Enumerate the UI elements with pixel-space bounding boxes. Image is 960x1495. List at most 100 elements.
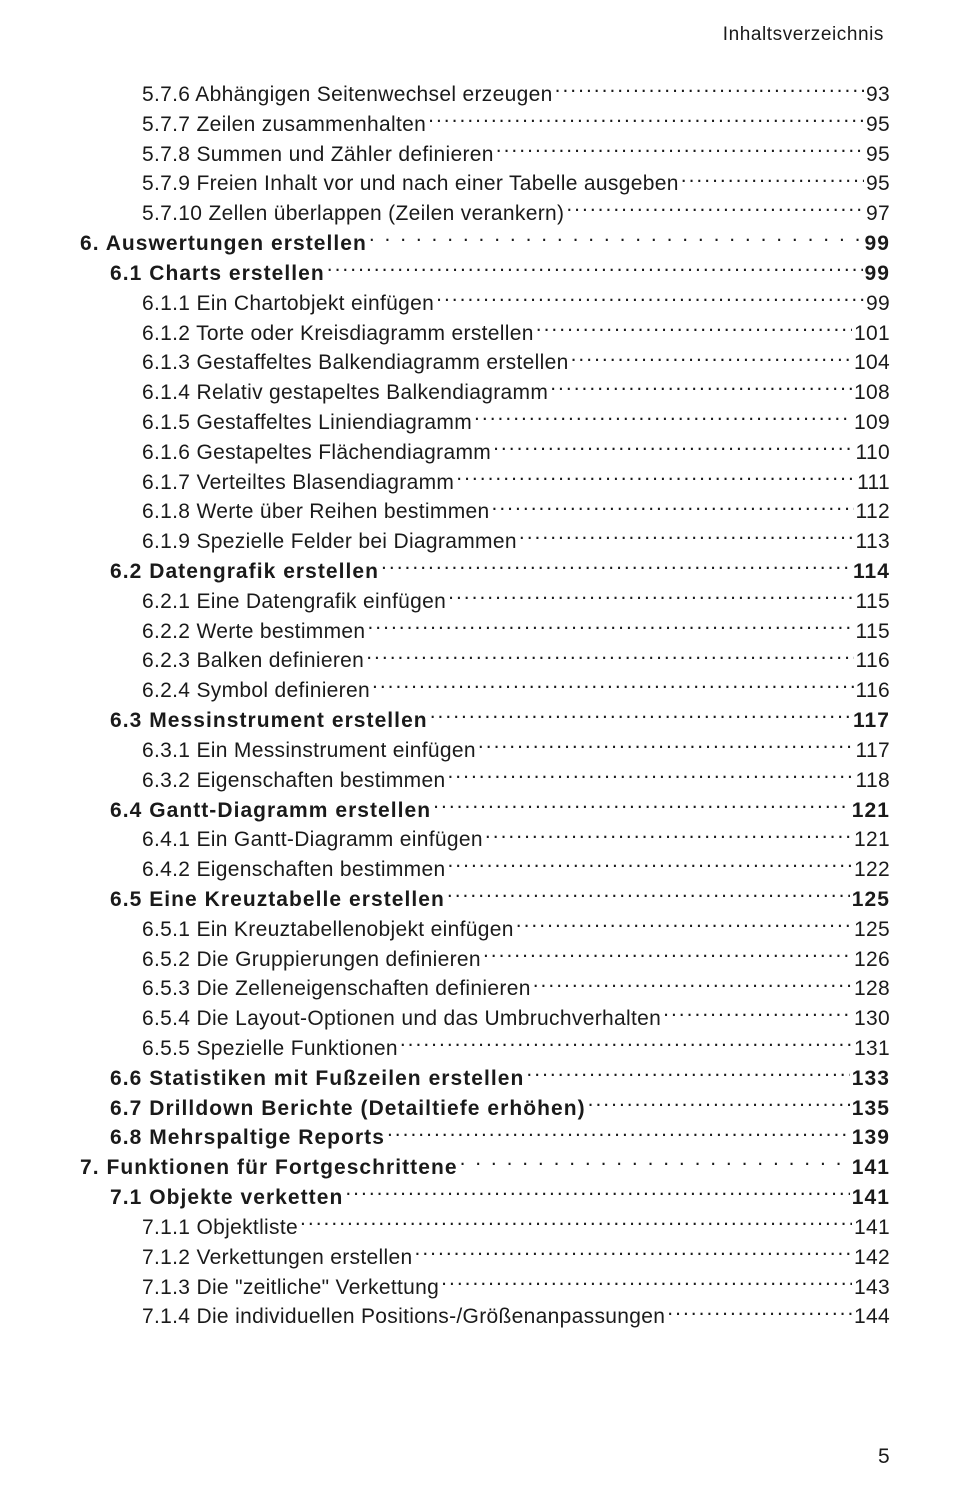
toc-row: 7.1.2 Verkettungen erstellen142 <box>80 1243 890 1273</box>
toc-entry-page: 135 <box>850 1094 890 1124</box>
dot-leader <box>433 796 850 817</box>
toc-entry-page: 122 <box>852 855 890 885</box>
toc-entry-label: 6.1.2 Torte oder Kreisdiagramm erstellen <box>142 319 536 349</box>
toc-entry-page: 112 <box>854 497 890 527</box>
dot-leader <box>381 557 851 578</box>
dot-leader <box>345 1183 849 1204</box>
toc-entry-label: 6.1.8 Werte über Reihen bestimmen <box>142 497 492 527</box>
toc-entry-label: 5.7.10 Zellen überlappen (Zeilen veranke… <box>142 199 566 229</box>
toc-entry-label: 7. Funktionen für Fortgeschrittene <box>80 1153 460 1183</box>
toc-entry-label: 6.1.9 Spezielle Felder bei Diagrammen <box>142 527 519 557</box>
toc-entry-page: 117 <box>851 706 890 736</box>
toc-row: 7.1.4 Die individuellen Positions-/Größe… <box>80 1302 890 1332</box>
dot-leader <box>428 110 864 131</box>
toc-entry-page: 141 <box>850 1183 890 1213</box>
dot-leader <box>588 1094 850 1115</box>
dot-leader <box>447 766 853 787</box>
toc-entry-page: 116 <box>854 646 890 676</box>
dot-leader <box>447 885 850 906</box>
toc-row: 6.1.6 Gestapeltes Flächendiagramm110 <box>80 438 890 468</box>
toc-entry-label: 6.2.3 Balken definieren <box>142 646 366 676</box>
dot-leader <box>400 1034 852 1055</box>
toc-row: 6.2.4 Symbol definieren116 <box>80 676 890 706</box>
dot-leader <box>550 378 852 399</box>
toc-entry-label: 5.7.9 Freien Inhalt vor und nach einer T… <box>142 169 681 199</box>
dot-leader <box>493 438 853 459</box>
toc-entry-page: 97 <box>864 199 890 229</box>
toc-entry-page: 121 <box>852 825 890 855</box>
toc-entry-label: 6.5.5 Spezielle Funktionen <box>142 1034 400 1064</box>
toc-entry-label: 6.1.5 Gestaffeltes Liniendiagramm <box>142 408 474 438</box>
dot-leader <box>663 1004 852 1025</box>
toc-entry-label: 6.4.2 Eigenschaften bestimmen <box>142 855 447 885</box>
page: Inhaltsverzeichnis 5.7.6 Abhängigen Seit… <box>0 0 960 1495</box>
toc-entry-label: 6.2.4 Symbol definieren <box>142 676 372 706</box>
dot-leader <box>571 348 852 369</box>
page-header: Inhaltsverzeichnis <box>80 24 884 46</box>
dot-leader <box>483 945 852 966</box>
toc-row: 5.7.10 Zellen überlappen (Zeilen veranke… <box>80 199 890 229</box>
toc-row: 6.1.1 Ein Chartobjekt einfügen99 <box>80 289 890 319</box>
dot-leader <box>681 169 864 190</box>
toc-row: 6.1.8 Werte über Reihen bestimmen 112 <box>80 497 890 527</box>
dot-leader <box>369 229 863 250</box>
toc-entry-page: 109 <box>852 408 890 438</box>
toc-row: 6.2.3 Balken definieren 116 <box>80 646 890 676</box>
dot-leader <box>566 199 864 220</box>
toc-entry-page: 115 <box>854 587 890 617</box>
toc-row: 5.7.9 Freien Inhalt vor und nach einer T… <box>80 169 890 199</box>
toc-entry-page: 95 <box>864 140 890 170</box>
toc-entry-label: 6.1.1 Ein Chartobjekt einfügen <box>142 289 436 319</box>
toc-row: 6.4.1 Ein Gantt-Diagramm einfügen 121 <box>80 825 890 855</box>
toc-entry-label: 6. Auswertungen erstellen <box>80 229 369 259</box>
toc-entry-label: 7.1.1 Objektliste <box>142 1213 300 1243</box>
toc-row: 6.1.7 Verteiltes Blasendiagramm111 <box>80 468 890 498</box>
toc-row: 6.1 Charts erstellen99 <box>80 259 890 289</box>
toc-row: 6.3.2 Eigenschaften bestimmen118 <box>80 766 890 796</box>
dot-leader <box>555 80 864 101</box>
toc-entry-page: 121 <box>850 796 890 826</box>
toc-entry-page: 126 <box>852 945 890 975</box>
toc-entry-page: 117 <box>854 736 890 766</box>
toc-entry-label: 5.7.7 Zeilen zusammenhalten <box>142 110 428 140</box>
toc-entry-page: 139 <box>850 1123 890 1153</box>
dot-leader <box>366 646 853 667</box>
toc-entry-label: 5.7.8 Summen und Zähler definieren <box>142 140 496 170</box>
toc-entry-label: 6.4.1 Ein Gantt-Diagramm einfügen <box>142 825 485 855</box>
toc-entry-page: 115 <box>854 617 890 647</box>
toc-entry-page: 141 <box>852 1213 890 1243</box>
toc-entry-page: 113 <box>854 527 890 557</box>
toc-entry-page: 142 <box>852 1243 890 1273</box>
toc-entry-page: 144 <box>852 1302 890 1332</box>
toc-row: 5.7.8 Summen und Zähler definieren 95 <box>80 140 890 170</box>
toc-entry-label: 6.6 Statistiken mit Fußzeilen erstellen <box>110 1064 526 1094</box>
dot-leader <box>327 259 863 280</box>
toc-row: 7. Funktionen für Fortgeschrittene 141 <box>80 1153 890 1183</box>
toc-row: 6.7 Drilldown Berichte (Detailtiefe erhö… <box>80 1094 890 1124</box>
toc-entry-label: 6.5.4 Die Layout-Optionen und das Umbruc… <box>142 1004 663 1034</box>
toc-row: 6.1.3 Gestaffeltes Balkendiagramm erstel… <box>80 348 890 378</box>
toc-row: 6.5.4 Die Layout-Optionen und das Umbruc… <box>80 1004 890 1034</box>
dot-leader <box>474 408 852 429</box>
dot-leader <box>441 1273 852 1294</box>
toc-row: 6.1.2 Torte oder Kreisdiagramm erstellen… <box>80 319 890 349</box>
toc-entry-label: 7.1.4 Die individuellen Positions-/Größe… <box>142 1302 667 1332</box>
dot-leader <box>300 1213 852 1234</box>
toc-entry-page: 118 <box>854 766 890 796</box>
toc-entry-page: 125 <box>850 885 890 915</box>
toc-entry-page: 131 <box>852 1034 890 1064</box>
toc-row: 6.5.3 Die Zelleneigenschaften definieren… <box>80 974 890 1004</box>
dot-leader <box>667 1302 852 1323</box>
toc-row: 5.7.6 Abhängigen Seitenwechsel erzeugen9… <box>80 80 890 110</box>
toc-entry-label: 6.1 Charts erstellen <box>110 259 327 289</box>
toc-entry-label: 6.2 Datengrafik erstellen <box>110 557 381 587</box>
toc-entry-label: 7.1 Objekte verketten <box>110 1183 345 1213</box>
dot-leader <box>516 915 852 936</box>
dot-leader <box>492 497 854 518</box>
toc-entry-page: 114 <box>851 557 890 587</box>
toc-entry-label: 6.5 Eine Kreuztabelle erstellen <box>110 885 447 915</box>
toc-entry-page: 108 <box>852 378 890 408</box>
toc-row: 5.7.7 Zeilen zusammenhalten95 <box>80 110 890 140</box>
dot-leader <box>478 736 854 757</box>
toc-entry-label: 7.1.3 Die "zeitliche" Verkettung <box>142 1273 441 1303</box>
